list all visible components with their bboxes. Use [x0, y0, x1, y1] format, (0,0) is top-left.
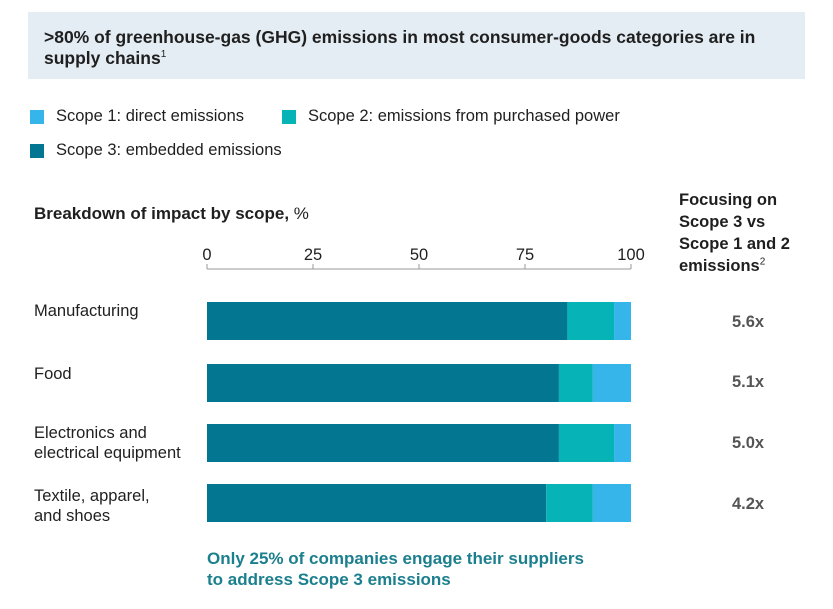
- multiplier-footnote-mark: 2: [759, 256, 766, 268]
- legend-label-scope1: Scope 1: direct emissions: [56, 107, 245, 125]
- bar-segment: [592, 484, 631, 522]
- bar-segment: [592, 364, 631, 402]
- chart-subtitle: Breakdown of impact by scope, %: [34, 204, 309, 224]
- legend-swatch-scope3: [30, 143, 44, 158]
- headline-title: >80% of greenhouse-gas (GHG) emissions i…: [44, 27, 756, 68]
- bar-segment: [207, 302, 568, 340]
- bar-segment: [546, 484, 593, 522]
- engagement-footnote: Only 25% of companies engage their suppl…: [207, 548, 584, 590]
- multiplier-value: 5.0x: [732, 434, 765, 452]
- bar-segment: [567, 302, 615, 340]
- category-label-line: and shoes: [34, 507, 111, 525]
- legend-swatch-scope2: [282, 109, 296, 124]
- multiplier-title-line: emissions: [679, 257, 760, 275]
- chart-unit: %: [293, 204, 309, 223]
- footnote-line: to address Scope 3 emissions: [207, 570, 451, 589]
- x-tick-label: 75: [516, 246, 534, 264]
- bar-segment: [207, 484, 547, 522]
- multiplier-value: 5.6x: [732, 313, 765, 331]
- multiplier-value: 5.1x: [732, 373, 765, 391]
- bar-segment: [207, 424, 559, 462]
- x-tick-label: 50: [410, 246, 428, 264]
- multiplier-title-line: Scope 3 vs: [679, 213, 766, 231]
- legend-swatch-scope1: [30, 109, 44, 124]
- category-label: Electronics and electrical equipment: [34, 423, 181, 463]
- legend-item-scope1: Scope 1: direct emissions: [30, 107, 244, 126]
- bar-segment: [207, 364, 559, 402]
- x-tick-label: 25: [304, 246, 322, 264]
- category-label-line: Manufacturing: [34, 302, 139, 320]
- legend-label-scope3: Scope 3: embedded emissions: [56, 141, 282, 159]
- category-label-line: Textile, apparel,: [34, 487, 150, 505]
- bar-segment: [558, 364, 593, 402]
- multiplier-value: 4.2x: [732, 495, 765, 513]
- bar-segment: [558, 424, 615, 462]
- legend-item-scope2: Scope 2: emissions from purchased power: [282, 107, 620, 126]
- x-tick-label: 100: [617, 246, 645, 264]
- multiplier-title-line: Focusing on: [679, 191, 778, 209]
- bar-segment: [614, 302, 631, 340]
- multiplier-column-title: Focusing on Scope 3 vs Scope 1 and 2 emi…: [679, 189, 829, 277]
- category-label: Textile, apparel, and shoes: [34, 486, 150, 526]
- category-label-line: Electronics and: [34, 424, 147, 442]
- headline-banner: >80% of greenhouse-gas (GHG) emissions i…: [28, 12, 805, 79]
- multiplier-title-line: Scope 1 and 2: [679, 235, 790, 253]
- chart-title: Breakdown of impact by scope,: [34, 204, 290, 223]
- category-label: Food: [34, 364, 72, 384]
- headline-footnote-mark: 1: [160, 49, 167, 61]
- footnote-line: Only 25% of companies engage their suppl…: [207, 549, 584, 568]
- x-tick-label: 0: [202, 246, 211, 264]
- category-label-line: electrical equipment: [34, 444, 181, 462]
- category-label: Manufacturing: [34, 301, 139, 321]
- headline-text: >80% of greenhouse-gas (GHG) emissions i…: [44, 27, 791, 69]
- legend-label-scope2: Scope 2: emissions from purchased power: [308, 107, 620, 125]
- category-label-line: Food: [34, 365, 72, 383]
- legend-item-scope3: Scope 3: embedded emissions: [30, 141, 282, 160]
- bar-segment: [614, 424, 631, 462]
